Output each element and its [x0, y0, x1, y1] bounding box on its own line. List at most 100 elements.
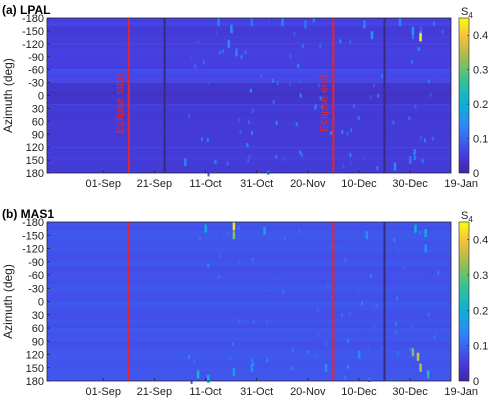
heatmap-speckle	[218, 50, 221, 55]
heatmap-speckle	[268, 295, 271, 300]
heatmap-speckle	[295, 122, 298, 127]
heatmap-speckle	[433, 335, 436, 340]
heatmap-speckle	[238, 260, 241, 265]
heatmap-speckle	[272, 100, 275, 105]
heatmap-speckle	[299, 150, 302, 155]
heatmap-stripe	[47, 261, 451, 267]
heatmap-speckle	[399, 228, 402, 233]
heatmap-stripe	[47, 275, 451, 280]
heatmap-stripe	[47, 367, 451, 373]
y-tick-label: -180	[22, 13, 44, 25]
colorbar-title: S4	[461, 6, 473, 20]
heatmap-speckle	[206, 137, 209, 142]
heatmap-speckle	[408, 351, 411, 356]
heatmap-speckle	[297, 63, 300, 68]
heatmap-hotspot	[217, 18, 220, 27]
heatmap-stripe	[47, 112, 451, 118]
heatmap-speckle	[431, 136, 434, 141]
heatmap-speckle	[278, 276, 281, 281]
heatmap-speckle	[342, 164, 345, 169]
heatmap-stripe	[47, 305, 451, 311]
x-tick-label: 10-Dec	[341, 178, 377, 190]
heatmap-speckle	[293, 32, 296, 37]
heatmap-stripe	[47, 138, 451, 143]
heatmap-stripe	[47, 61, 451, 66]
heatmap-stripe	[47, 65, 451, 70]
heatmap-stripe	[47, 56, 451, 62]
heatmap-speckle	[246, 143, 249, 148]
heatmap-stripe	[47, 48, 451, 53]
heatmap-speckle	[409, 347, 412, 352]
heatmap-stripe	[47, 91, 451, 96]
panel-title: (a) LPAL	[2, 3, 50, 17]
x-tick-label: 01-Sep	[86, 178, 121, 190]
heatmap-stripe	[47, 108, 451, 113]
heatmap-speckle	[375, 303, 378, 308]
heatmap-stripe	[47, 372, 451, 377]
heatmap-hotspot	[324, 363, 328, 372]
heatmap-stripe	[47, 73, 451, 79]
heatmap-stripe	[47, 18, 451, 23]
heatmap-hotspot	[411, 26, 415, 35]
heatmap-speckle	[252, 319, 255, 324]
heatmap-stripe	[47, 354, 451, 359]
heatmap-stripe	[47, 257, 451, 262]
heatmap-speckle	[432, 21, 435, 26]
colorbar-tick-label: 0.1	[473, 341, 488, 353]
heatmap-speckle	[397, 351, 400, 356]
heatmap-stripe	[47, 52, 451, 57]
heatmap-speckle	[348, 351, 351, 356]
heatmap-stripe	[47, 341, 451, 346]
heatmap-speckle	[310, 258, 313, 263]
heatmap-speckle	[419, 230, 422, 235]
heatmap-speckle	[218, 232, 221, 237]
heatmap-speckle	[227, 230, 230, 235]
x-tick-label: 20-Nov	[290, 178, 326, 190]
heatmap-speckle	[317, 83, 320, 88]
heatmap-speckle	[346, 364, 349, 369]
heatmap-speckle	[221, 49, 224, 54]
heatmap-stripe	[47, 288, 451, 293]
heatmap-hotspot	[363, 20, 366, 29]
y-tick-label: 0	[38, 91, 44, 103]
y-tick-label: -60	[28, 270, 44, 282]
heatmap-stripe	[47, 39, 451, 44]
colorbar-tick-label: 0.4	[473, 235, 488, 247]
heatmap-speckle	[393, 238, 396, 243]
heatmap-stripe	[47, 125, 451, 130]
heatmap-speckle	[370, 95, 373, 100]
heatmap-speckle	[314, 105, 317, 110]
heatmap-stripe	[47, 22, 451, 27]
heatmap-speckle	[188, 113, 191, 118]
heatmap-speckle	[301, 43, 304, 48]
y-tick-label: 120	[26, 350, 44, 362]
y-tick-label: 30	[32, 103, 44, 115]
heatmap-speckle	[429, 92, 432, 97]
heatmap-speckle	[427, 79, 430, 84]
y-axis-label: Azimuth (deg)	[1, 58, 15, 133]
heatmap-speckle	[237, 225, 240, 230]
colorbar-gradient	[458, 221, 470, 382]
heatmap-speckle	[290, 366, 293, 371]
heatmap-stripe	[47, 319, 451, 324]
heatmap-stripe	[47, 328, 451, 333]
heatmap-hotspot	[414, 224, 417, 233]
heatmap-speckle	[268, 268, 271, 273]
heatmap-hotspot	[304, 20, 307, 29]
heatmap-speckle	[272, 78, 275, 83]
heatmap-speckle	[289, 54, 292, 59]
heatmap-speckle	[276, 81, 279, 86]
heatmap-speckle	[408, 116, 411, 121]
y-axis-label: Azimuth (deg)	[1, 264, 15, 339]
heatmap-speckle	[299, 93, 302, 98]
x-tick-label: 11-Oct	[189, 386, 221, 398]
heatmap-speckle	[339, 39, 342, 44]
heatmap-speckle	[396, 296, 399, 301]
heatmap-speckle	[275, 120, 278, 125]
heatmap-speckle	[413, 149, 416, 154]
heatmap-hotspot	[204, 224, 208, 233]
heatmap-cells	[47, 222, 451, 384]
y-tick-label: 150	[26, 155, 44, 167]
y-tick-label: -90	[28, 257, 44, 269]
